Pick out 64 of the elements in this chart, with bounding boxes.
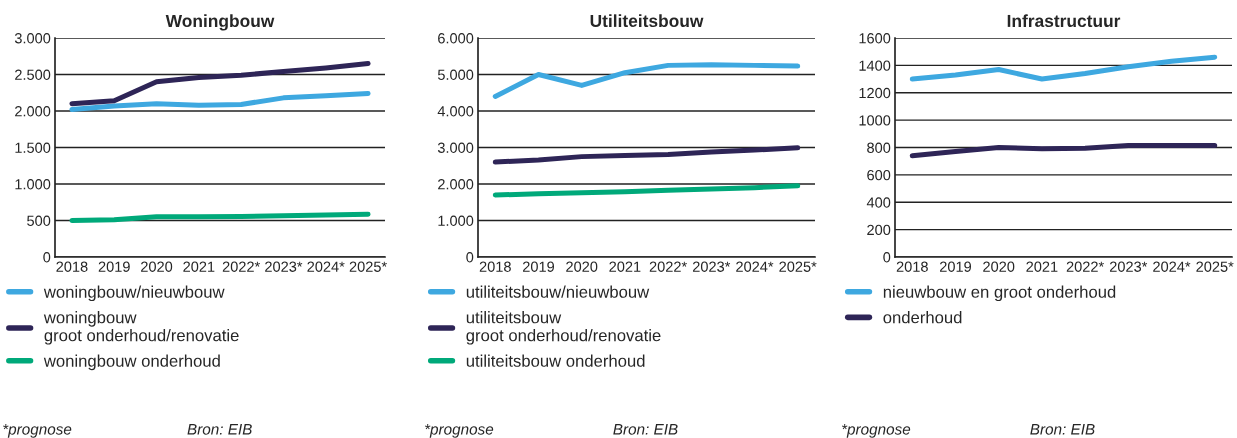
x-tick-label: 2021 (183, 261, 215, 272)
y-tick-label: 1600 (859, 33, 891, 44)
legend-label: utiliteitsbouw/nieuwbouw (466, 285, 650, 298)
legend-label: utiliteitsbouw groot onderhoud/renovatie (466, 311, 661, 345)
x-tick-label: 2019 (940, 261, 972, 272)
y-tick-label: 5.000 (437, 69, 474, 80)
legend-label: woningbouw/nieuwbouw (43, 285, 225, 302)
x-tick-label: 2018 (896, 261, 928, 272)
y-tick-label: 800 (867, 142, 891, 153)
text: *prognose (424, 424, 494, 438)
x-tick-label: 2023* (692, 261, 731, 272)
y-tick-label: 600 (867, 169, 891, 181)
y-tick-label: 0 (43, 252, 51, 263)
legend-label: woningbouw onderhoud (43, 354, 220, 371)
x-tick-label: 2024* (307, 261, 345, 272)
y-tick-label: 0 (466, 252, 474, 263)
y-tick-label: 6.000 (438, 33, 474, 44)
x-tick-label: 2024* (1153, 261, 1191, 272)
x-tick-label: 2021 (1026, 261, 1058, 272)
x-tick-label: 2019 (523, 261, 555, 272)
x-tick-label: 2023* (265, 261, 303, 272)
y-tick-label: 1.500 (15, 142, 51, 153)
x-tick-label: 2022* (1066, 261, 1104, 272)
x-tick-label: 2025* (349, 261, 387, 272)
x-tick-label: 2022* (649, 261, 687, 272)
x-tick-label: 2023* (1109, 261, 1148, 272)
x-tick-label: 2019 (98, 261, 130, 272)
text: Bron: EIB (187, 424, 252, 435)
x-tick-label: 2021 (609, 261, 641, 272)
y-tick-label: 3.000 (14, 33, 51, 44)
y-tick-label: 500 (27, 215, 51, 226)
x-tick-label: 2020 (141, 261, 173, 272)
x-tick-label: 2020 (983, 261, 1015, 272)
x-tick-label: 2022* (222, 261, 260, 272)
text: *prognose (841, 424, 911, 438)
y-tick-label: 200 (867, 224, 891, 236)
y-tick-label: 1.000 (15, 179, 51, 190)
y-tick-label: 2.000 (438, 179, 474, 190)
legend-label: nieuwbouw en groot onderhoud (883, 285, 1116, 302)
legend-label: onderhoud (883, 311, 962, 324)
x-tick-label: 2020 (566, 261, 598, 272)
chart-title: Utiliteitsbouw (590, 14, 704, 28)
y-tick-label: 1200 (859, 87, 891, 99)
y-tick-label: 0 (883, 252, 891, 263)
y-tick-label: 4.000 (437, 106, 474, 117)
chart-title: Infrastructuur (1007, 14, 1121, 28)
y-tick-label: 1400 (859, 60, 891, 71)
x-tick-label: 2024* (736, 261, 774, 272)
x-tick-label: 2018 (56, 261, 88, 272)
x-tick-label: 2025* (779, 261, 817, 272)
y-tick-label: 400 (866, 197, 891, 208)
y-tick-label: 1.000 (438, 215, 474, 226)
text: Bron: EIB (1030, 424, 1095, 435)
y-tick-label: 3.000 (437, 142, 474, 153)
chart-title: Woningbouw (165, 14, 275, 31)
y-tick-label: 2.500 (15, 69, 51, 80)
x-tick-label: 2025* (1196, 261, 1234, 272)
legend-label: woningbouw groot onderhoud/renovatie (43, 311, 239, 345)
text: *prognose (3, 424, 72, 438)
text: Bron: EIB (613, 424, 678, 435)
y-tick-label: 2.000 (15, 106, 51, 117)
y-tick-label: 1000 (859, 115, 891, 126)
x-tick-label: 2018 (479, 261, 511, 272)
legend-label: utiliteitsbouw onderhoud (466, 354, 645, 367)
